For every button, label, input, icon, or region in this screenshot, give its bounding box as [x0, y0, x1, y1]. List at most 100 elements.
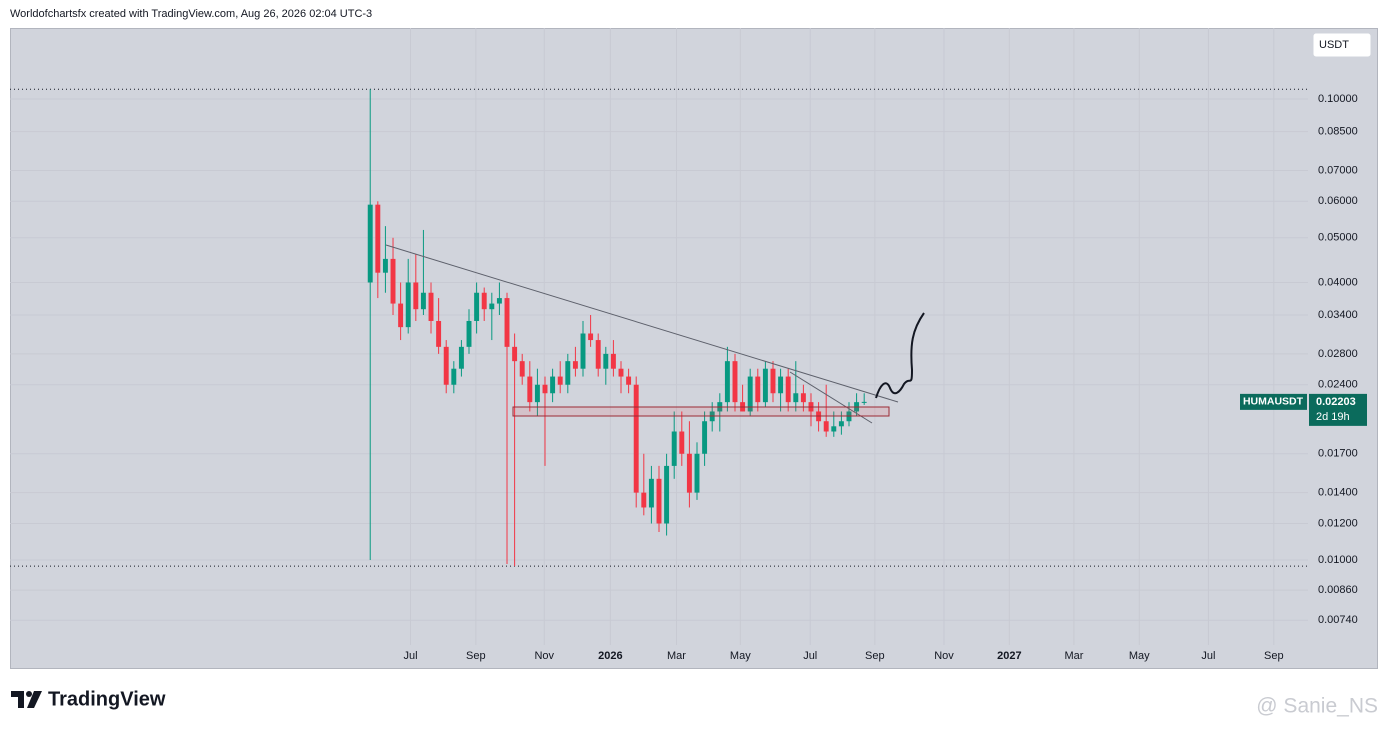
candle-body — [664, 465, 670, 524]
symbol-label: HUMAUSDT — [1243, 396, 1304, 408]
candle-body — [762, 368, 768, 403]
logo-shape — [27, 691, 42, 708]
y-tick-label: 0.07000 — [1318, 164, 1358, 176]
candle-body — [382, 258, 388, 273]
candle-body — [504, 298, 510, 347]
x-tick-label: 2027 — [997, 650, 1021, 662]
y-tick-label: 0.03400 — [1318, 309, 1358, 321]
candle-body — [694, 453, 700, 493]
candle-body — [800, 393, 806, 403]
support-zone — [512, 406, 890, 417]
y-tick-label: 0.05000 — [1318, 232, 1358, 244]
candle-body — [428, 292, 434, 321]
candle-body — [436, 320, 442, 347]
candle-body — [572, 361, 578, 369]
price-label-bg — [1309, 393, 1367, 426]
candle-body — [785, 376, 791, 403]
candle-body — [610, 353, 616, 369]
x-tick-label: Sep — [865, 650, 885, 662]
x-tick-label: Sep — [466, 650, 486, 662]
candle-body — [838, 421, 844, 427]
y-tick-label: 0.04000 — [1318, 276, 1358, 288]
grid — [10, 28, 1308, 645]
candle-body — [679, 431, 685, 454]
symbol-label-bg — [1240, 393, 1307, 410]
candle-body — [755, 376, 761, 403]
candle-body — [481, 292, 487, 310]
candle-body — [565, 361, 571, 385]
candle-body — [724, 361, 730, 403]
y-tick-label: 0.00860 — [1318, 584, 1358, 596]
candle-body — [861, 401, 867, 403]
x-tick-label: 2026 — [598, 650, 622, 662]
candle-body — [580, 333, 586, 369]
brand-logo: TradingView — [11, 688, 166, 710]
trendline — [789, 371, 873, 424]
candle-body — [648, 478, 654, 508]
x-tick-label: Mar — [667, 650, 686, 662]
candle-body — [831, 426, 837, 432]
candle-body — [405, 282, 411, 328]
x-tick-label: Sep — [1264, 650, 1284, 662]
candle-body — [474, 292, 480, 321]
candle-body — [466, 320, 472, 347]
y-tick-label: 0.00740 — [1318, 614, 1358, 626]
brand: TradingView — [48, 688, 166, 710]
y-tick-label: 0.08500 — [1318, 125, 1358, 137]
candle-body — [367, 204, 373, 283]
candle-body — [420, 292, 426, 310]
candle-body — [656, 478, 662, 524]
x-tick-label: Nov — [534, 650, 554, 662]
candle-body — [489, 303, 495, 310]
y-tick-label: 0.02800 — [1318, 348, 1358, 360]
x-tick-label: Jul — [803, 650, 817, 662]
candle-body — [443, 346, 449, 385]
candle-body — [633, 384, 639, 493]
countdown: 2d 19h — [1316, 411, 1350, 423]
y-tick-label: 0.01400 — [1318, 487, 1358, 499]
currency: USDT — [1319, 39, 1349, 51]
y-tick-label: 0.01200 — [1318, 517, 1358, 529]
candle-body — [793, 393, 799, 403]
candle-body — [747, 376, 753, 412]
logo-shape — [26, 691, 32, 697]
x-tick-label: May — [730, 650, 751, 662]
candle-body — [557, 376, 563, 385]
candle-body — [550, 376, 556, 394]
candle-body — [778, 376, 784, 394]
axes: 0.00740 0.00860 0.01000 0.01200 0.01400 0.017… — [403, 93, 1367, 662]
candle-body — [732, 361, 738, 403]
currency-button[interactable] — [1312, 32, 1372, 58]
candle-body — [770, 368, 776, 394]
candle-body — [413, 282, 419, 310]
x-tick-label: Jul — [403, 650, 417, 662]
candle-body — [595, 340, 601, 369]
candle-body — [603, 353, 609, 369]
x-tick-label: Jul — [1201, 650, 1215, 662]
candle-body — [375, 204, 381, 273]
trendline — [385, 244, 899, 403]
y-tick-label: 0.06000 — [1318, 195, 1358, 207]
candle-body — [641, 492, 647, 508]
candle-body — [618, 368, 624, 377]
candle-body — [512, 346, 518, 362]
y-tick-label: 0.01700 — [1318, 448, 1358, 460]
projection-arrow — [875, 312, 925, 399]
candle-body — [686, 453, 692, 493]
drawings — [385, 244, 925, 424]
candle-body — [390, 258, 396, 304]
y-tick-label: 0.10000 — [1318, 93, 1358, 105]
candle-body — [496, 298, 502, 304]
candle-body — [398, 303, 404, 328]
candle-body — [451, 368, 457, 385]
candle-body — [519, 361, 525, 377]
y-tick-label: 0.01000 — [1318, 554, 1358, 566]
candle-body — [671, 431, 677, 466]
extremes — [10, 88, 1308, 567]
x-tick-label: Nov — [934, 650, 954, 662]
header: Worldofchartsfx created with TradingView… — [10, 8, 372, 20]
logo-shape — [11, 691, 24, 708]
x-tick-label: Mar — [1064, 650, 1083, 662]
candle-body — [534, 384, 540, 403]
